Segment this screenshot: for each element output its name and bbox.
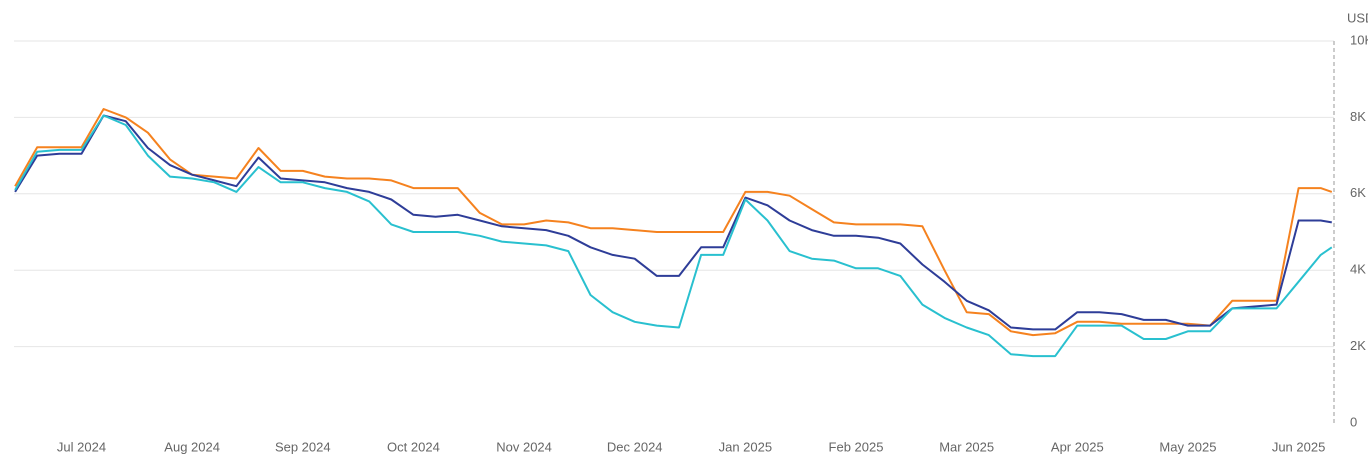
x-tick-label: Feb 2025 [829,439,884,454]
y-tick-label: 10K [1350,32,1368,47]
x-tick-label: Mar 2025 [939,439,994,454]
y-tick-label: 6K [1350,185,1366,200]
series-line [14,114,1332,331]
y-tick-label: 2K [1350,338,1366,353]
y-axis-title: USD [1347,10,1368,25]
y-tick-label: 4K [1350,262,1366,277]
x-tick-label: Dec 2024 [607,439,663,454]
x-tick-label: Sep 2024 [275,439,331,454]
y-tick-label: 0 [1350,414,1357,429]
x-tick-label: Nov 2024 [496,439,552,454]
x-tick-label: Jan 2025 [719,439,773,454]
series-line [14,108,1333,337]
y-tick-label: 8K [1350,109,1366,124]
x-tick-label: May 2025 [1159,439,1216,454]
x-tick-label: Jul 2024 [57,439,106,454]
x-tick-label: Aug 2024 [164,439,220,454]
x-tick-label: Oct 2024 [387,439,440,454]
x-tick-label: Jun 2025 [1272,439,1326,454]
series-line [14,114,1333,358]
x-tick-label: Apr 2025 [1051,439,1104,454]
